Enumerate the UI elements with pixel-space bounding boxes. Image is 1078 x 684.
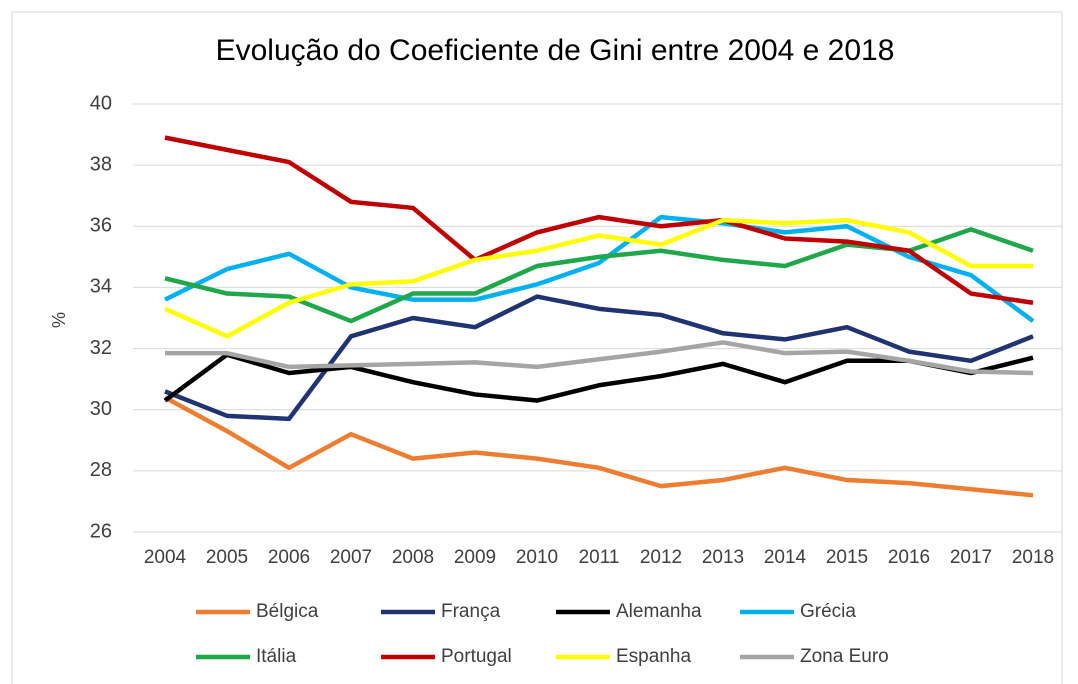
y-axis-label: % [49, 312, 69, 328]
x-tick-label: 2007 [330, 547, 372, 568]
y-tick-label: 28 [90, 459, 112, 481]
x-tick-label: 2017 [950, 547, 992, 568]
y-tick-label: 38 [90, 153, 112, 175]
chart-title: Evolução do Coeficiente de Gini entre 20… [216, 34, 895, 67]
series-line [163, 352, 1034, 403]
legend-label: Espanha [616, 646, 691, 667]
x-tick-label: 2012 [640, 547, 682, 568]
x-tick-label: 2018 [1012, 547, 1054, 568]
chart-frame [11, 11, 1063, 684]
series-line [164, 135, 1034, 305]
x-tick-label: 2004 [144, 547, 187, 568]
x-tick-label: 2009 [454, 547, 496, 568]
legend-label: Portugal [441, 646, 512, 667]
y-tick-label: 36 [90, 215, 112, 237]
x-tick-label: 2011 [579, 547, 620, 568]
legend-label: Zona Euro [800, 646, 889, 667]
y-tick-label: 32 [90, 337, 112, 359]
series-line [164, 294, 1034, 422]
legend-label: Itália [256, 646, 297, 667]
y-tick-label: 34 [90, 276, 112, 298]
x-tick-label: 2013 [702, 547, 744, 568]
x-tick-label: 2005 [206, 547, 248, 568]
x-tick-label: 2006 [268, 547, 310, 568]
legend-label: Grécia [800, 601, 856, 622]
legend-label: Alemanha [616, 601, 702, 622]
legend-label: França [441, 601, 501, 622]
y-tick-label: 30 [90, 398, 112, 420]
series-line [164, 217, 1033, 339]
x-tick-label: 2015 [826, 547, 868, 568]
series-line [163, 395, 1034, 498]
y-tick-label: 40 [90, 92, 112, 114]
x-tick-label: 2010 [516, 547, 558, 568]
x-tick-label: 2008 [392, 547, 434, 568]
series-line [165, 340, 1034, 376]
x-tick-label: 2016 [888, 547, 930, 568]
y-tick-label: 26 [90, 520, 112, 542]
legend-label: Bélgica [256, 601, 319, 622]
x-tick-label: 2014 [764, 547, 807, 568]
